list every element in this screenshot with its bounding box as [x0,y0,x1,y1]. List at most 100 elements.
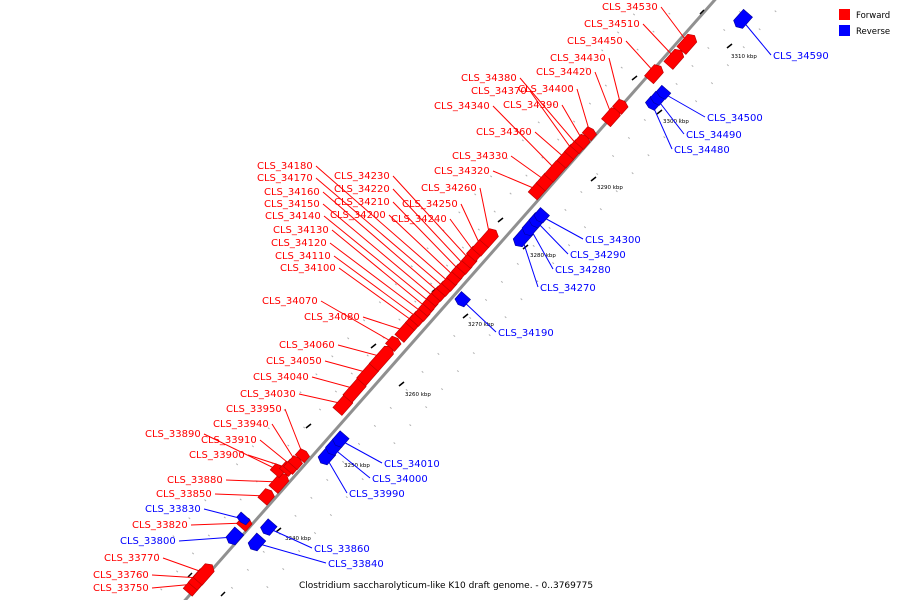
gene-glyph-cls-33770[interactable] [192,563,215,586]
gene-label-cls-34390[interactable]: CLS_34390 [503,100,559,111]
background-tick [398,318,401,321]
gene-label-cls-33940[interactable]: CLS_33940 [213,419,269,430]
gene-label-cls-34210[interactable]: CLS_34210 [334,197,390,208]
gene-glyph-cls-34390[interactable] [574,133,591,150]
gene-glyph-cls-34450[interactable] [644,64,664,85]
gene-label-cls-34380[interactable]: CLS_34380 [461,73,517,84]
gene-label-cls-34530[interactable]: CLS_34530 [602,2,658,13]
gene-label-cls-34110[interactable]: CLS_34110 [275,251,331,262]
kbp-tick [631,75,638,81]
gene-label-cls-34320[interactable]: CLS_34320 [434,166,490,177]
gene-glyph-cls-34400[interactable] [581,126,597,142]
gene-label-cls-33760[interactable]: CLS_33760 [93,570,149,581]
gene-label-cls-34270[interactable]: CLS_34270 [540,283,596,294]
gene-label-cls-34220[interactable]: CLS_34220 [334,184,390,195]
gene-label-cls-34400[interactable]: CLS_34400 [518,84,574,95]
background-tick [668,12,671,15]
gene-label-cls-34280[interactable]: CLS_34280 [555,265,611,276]
background-tick [643,118,646,122]
gene-label-cls-34150[interactable]: CLS_34150 [264,199,320,210]
gene-label-cls-33830[interactable]: CLS_33830 [145,504,201,515]
gene-label-cls-34070[interactable]: CLS_34070 [262,296,318,307]
gene-label-cls-34230[interactable]: CLS_34230 [334,171,390,182]
gene-label-cls-34040[interactable]: CLS_34040 [253,372,309,383]
background-tick [282,568,285,571]
gene-label-cls-34360[interactable]: CLS_34360 [476,127,532,138]
gene-label-cls-33820[interactable]: CLS_33820 [132,520,188,531]
background-tick [509,192,512,195]
gene-label-cls-34370[interactable]: CLS_34370 [471,86,527,97]
gene-glyph-cls-34530[interactable] [676,33,698,55]
gene-label-cls-33990[interactable]: CLS_33990 [349,489,405,500]
background-tick [557,138,560,141]
gene-glyph-cls-34590[interactable] [733,8,753,29]
gene-label-cls-34430[interactable]: CLS_34430 [550,53,606,64]
gene-label-cls-33900[interactable]: CLS_33900 [189,450,245,461]
leader-line-cls-34320 [492,170,539,191]
genome-backbone [183,0,717,600]
gene-glyph-cls-34510[interactable] [663,48,685,70]
gene-glyph-cls-34430[interactable] [612,98,629,115]
gene-glyph-cls-33800[interactable] [225,526,245,546]
background-tick [488,334,491,337]
gene-labels: CLS_33750 CLS_33760 CLS_33770 CLS_33800 CLS_… [93,2,829,594]
gene-label-cls-34510[interactable]: CLS_34510 [584,19,640,30]
gene-label-cls-33770[interactable]: CLS_33770 [104,553,160,564]
gene-label-cls-33910[interactable]: CLS_33910 [201,435,257,446]
gene-label-cls-34240[interactable]: CLS_34240 [391,214,447,225]
gene-label-cls-34170[interactable]: CLS_34170 [257,173,313,184]
gene-label-cls-33950[interactable]: CLS_33950 [226,404,282,415]
gene-label-cls-34250[interactable]: CLS_34250 [402,199,458,210]
gene-label-cls-34340[interactable]: CLS_34340 [434,101,490,112]
gene-label-cls-34160[interactable]: CLS_34160 [264,187,320,198]
gene-label-cls-34450[interactable]: CLS_34450 [567,36,623,47]
gene-label-cls-34420[interactable]: CLS_34420 [536,67,592,78]
gene-glyph-cls-33950[interactable] [294,448,310,464]
gene-label-cls-34500[interactable]: CLS_34500 [707,113,763,124]
gene-label-cls-34290[interactable]: CLS_34290 [570,250,626,261]
gene-label-cls-33840[interactable]: CLS_33840 [328,559,384,570]
gene-label-cls-34100[interactable]: CLS_34100 [280,263,336,274]
gene-label-cls-34330[interactable]: CLS_34330 [452,151,508,162]
gene-glyph-cls-33940[interactable] [287,455,303,471]
gene-label-cls-34260[interactable]: CLS_34260 [421,183,477,194]
leader-line-cls-34120 [329,242,424,314]
gene-label-cls-33750[interactable]: CLS_33750 [93,583,149,594]
gene-label-cls-34080[interactable]: CLS_34080 [304,312,360,323]
gene-label-cls-34000[interactable]: CLS_34000 [372,474,428,485]
legend: Forward Reverse [839,9,890,37]
gene-label-cls-33880[interactable]: CLS_33880 [167,475,223,486]
gene-glyph-cls-33850[interactable] [257,488,275,506]
gene-label-cls-34140[interactable]: CLS_34140 [265,211,321,222]
gene-label-cls-34180[interactable]: CLS_34180 [257,161,313,172]
gene-label-cls-34190[interactable]: CLS_34190 [498,328,554,339]
gene-glyph-cls-34070[interactable] [385,335,402,352]
gene-label-cls-34130[interactable]: CLS_34130 [273,225,329,236]
gene-label-cls-34120[interactable]: CLS_34120 [271,238,327,249]
background-tick [318,408,322,411]
gene-label-cls-34480[interactable]: CLS_34480 [674,145,730,156]
gene-glyph-cls-34010[interactable] [332,430,350,448]
gene-label-cls-33860[interactable]: CLS_33860 [314,544,370,555]
gene-label-cls-33890[interactable]: CLS_33890 [145,429,201,440]
gene-label-cls-34060[interactable]: CLS_34060 [279,340,335,351]
gene-label-cls-34030[interactable]: CLS_34030 [240,389,296,400]
legend-reverse-label: Reverse [856,27,890,37]
gene-glyph-cls-33860[interactable] [260,518,278,536]
gene-label-cls-33850[interactable]: CLS_33850 [156,489,212,500]
gene-label-cls-34200[interactable]: CLS_34200 [330,210,386,221]
leader-line-cls-34070 [320,300,395,344]
gene-glyph-cls-34190[interactable] [454,291,471,308]
gene-glyph-cls-33840[interactable] [247,532,267,552]
background-tick [421,370,424,373]
gene-glyph-cls-34300[interactable] [533,207,550,224]
gene-glyph-cls-34500[interactable] [656,84,672,100]
gene-label-cls-34590[interactable]: CLS_34590 [773,51,829,62]
gene-glyph-cls-33830[interactable] [236,511,251,526]
gene-label-cls-34490[interactable]: CLS_34490 [686,130,742,141]
gene-label-cls-34050[interactable]: CLS_34050 [266,356,322,367]
gene-label-cls-34300[interactable]: CLS_34300 [585,235,641,246]
gene-glyph-cls-34260[interactable] [479,228,499,249]
gene-label-cls-34010[interactable]: CLS_34010 [384,459,440,470]
gene-label-cls-33800[interactable]: CLS_33800 [120,536,176,547]
